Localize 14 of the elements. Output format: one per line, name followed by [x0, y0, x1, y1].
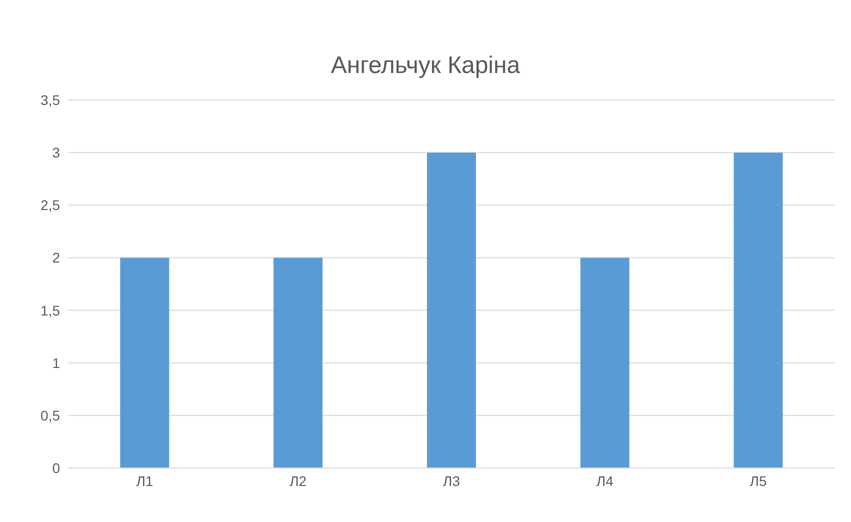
x-tick-label: Л3 [443, 472, 460, 489]
y-tick-label: 3 [52, 144, 60, 161]
x-tick-label: Л2 [290, 472, 307, 489]
x-tick-label: Л4 [596, 472, 614, 489]
y-tick-label: 3,5 [40, 92, 60, 108]
chart-title: Ангельчук Каріна [330, 52, 520, 80]
y-tick-label: 1,5 [40, 302, 60, 318]
y-tick-label: 0 [52, 460, 60, 476]
y-tick-label: 0,5 [40, 407, 60, 424]
y-tick-label: 2,5 [40, 197, 60, 214]
x-tick-label: Л1 [136, 472, 154, 489]
y-tick-label: 1 [52, 354, 60, 371]
y-tick-label: 2 [52, 250, 60, 266]
x-tick-label: Л5 [750, 472, 767, 489]
